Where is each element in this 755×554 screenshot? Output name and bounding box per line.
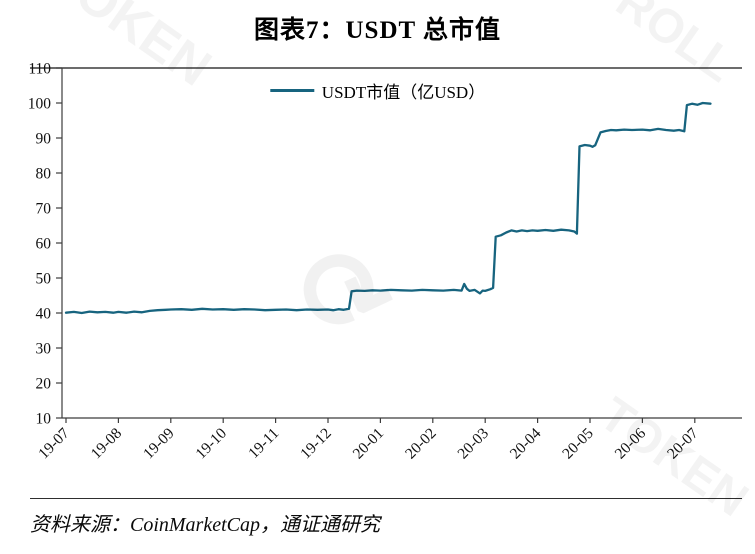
- y-tick-label: 30: [36, 341, 52, 358]
- x-tick-label: 20-03: [454, 425, 492, 463]
- y-tick-label: 50: [36, 271, 52, 288]
- chart-legend: USDT市值（亿USD）: [269, 78, 486, 103]
- x-tick-label: 20-05: [559, 425, 597, 463]
- x-tick-label: 20-04: [507, 425, 545, 463]
- series-line: [64, 101, 712, 315]
- y-tick-label: 80: [36, 166, 52, 183]
- x-tick-label: 19-09: [140, 425, 178, 463]
- chart-svg: 10 20 30 40 50 60 70 80 90 100 110 19-07 19-08 19-09 1…: [28, 61, 742, 463]
- x-tick-label: 19-10: [192, 425, 230, 463]
- x-tick-label: 20-01: [350, 425, 388, 463]
- source-note: 资料来源：CoinMarketCap，通证通研究: [30, 514, 380, 536]
- y-tick-label: 110: [28, 61, 51, 78]
- x-tick-label: 19-12: [297, 425, 335, 463]
- x-tick-label: 19-07: [35, 425, 73, 463]
- legend-line-swatch: [269, 89, 314, 92]
- x-tick-label: 20-07: [664, 425, 702, 463]
- x-tick-label: 19-08: [88, 425, 126, 463]
- y-tick-label: 20: [36, 376, 52, 393]
- chart-area: 10 20 30 40 50 60 70 80 90 100 110 19-07 19-08 19-09 1…: [0, 52, 755, 488]
- x-tick-label: 20-02: [402, 425, 440, 463]
- y-tick-label: 10: [36, 411, 52, 428]
- chart-title: 图表7：USDT 总市值: [254, 17, 501, 44]
- y-tick-label: 70: [36, 201, 52, 218]
- x-tick-label: 20-06: [612, 425, 650, 463]
- legend-label: USDT市值（亿USD）: [321, 83, 486, 102]
- y-tick-label: 90: [36, 131, 52, 148]
- x-tick-label: 19-11: [245, 425, 282, 462]
- y-tick-label: 40: [36, 306, 52, 323]
- y-tick-label: 100: [28, 96, 52, 113]
- footer-divider: [30, 498, 742, 499]
- y-tick-label: 60: [36, 236, 52, 253]
